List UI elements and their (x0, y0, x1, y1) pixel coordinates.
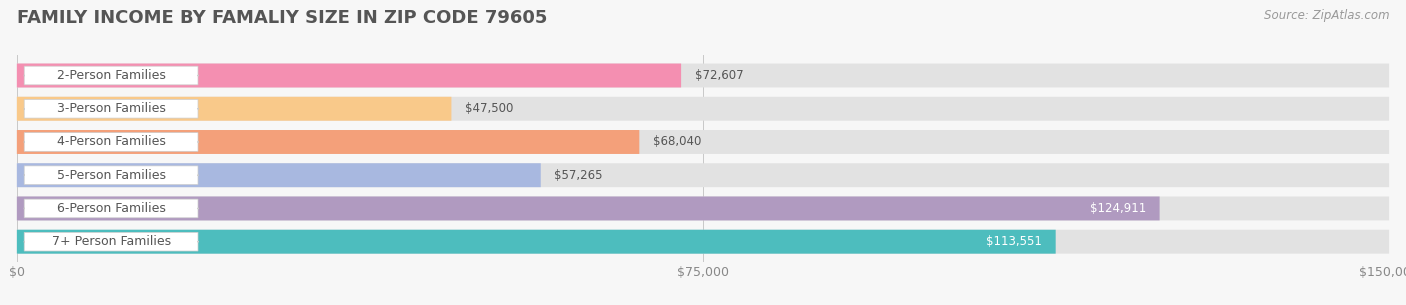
Text: FAMILY INCOME BY FAMALIY SIZE IN ZIP CODE 79605: FAMILY INCOME BY FAMALIY SIZE IN ZIP COD… (17, 9, 547, 27)
FancyBboxPatch shape (17, 196, 1160, 221)
FancyBboxPatch shape (17, 196, 1389, 221)
Text: 3-Person Families: 3-Person Families (56, 102, 166, 115)
FancyBboxPatch shape (24, 199, 198, 218)
Text: $68,040: $68,040 (652, 135, 702, 149)
Text: $124,911: $124,911 (1090, 202, 1146, 215)
FancyBboxPatch shape (17, 63, 681, 88)
FancyBboxPatch shape (24, 66, 198, 85)
Text: 7+ Person Families: 7+ Person Families (52, 235, 170, 248)
FancyBboxPatch shape (24, 133, 198, 151)
Text: $72,607: $72,607 (695, 69, 744, 82)
FancyBboxPatch shape (17, 97, 451, 121)
FancyBboxPatch shape (17, 230, 1056, 254)
Text: 4-Person Families: 4-Person Families (56, 135, 166, 149)
FancyBboxPatch shape (17, 130, 640, 154)
Text: $47,500: $47,500 (465, 102, 513, 115)
FancyBboxPatch shape (17, 130, 1389, 154)
FancyBboxPatch shape (24, 99, 198, 118)
FancyBboxPatch shape (17, 163, 541, 187)
Text: 5-Person Families: 5-Person Families (56, 169, 166, 182)
FancyBboxPatch shape (24, 166, 198, 185)
FancyBboxPatch shape (17, 63, 1389, 88)
Text: 2-Person Families: 2-Person Families (56, 69, 166, 82)
Text: $57,265: $57,265 (554, 169, 603, 182)
FancyBboxPatch shape (24, 232, 198, 251)
Text: $113,551: $113,551 (986, 235, 1042, 248)
Text: 6-Person Families: 6-Person Families (56, 202, 166, 215)
FancyBboxPatch shape (17, 97, 1389, 121)
FancyBboxPatch shape (17, 163, 1389, 187)
FancyBboxPatch shape (17, 230, 1389, 254)
Text: Source: ZipAtlas.com: Source: ZipAtlas.com (1264, 9, 1389, 22)
